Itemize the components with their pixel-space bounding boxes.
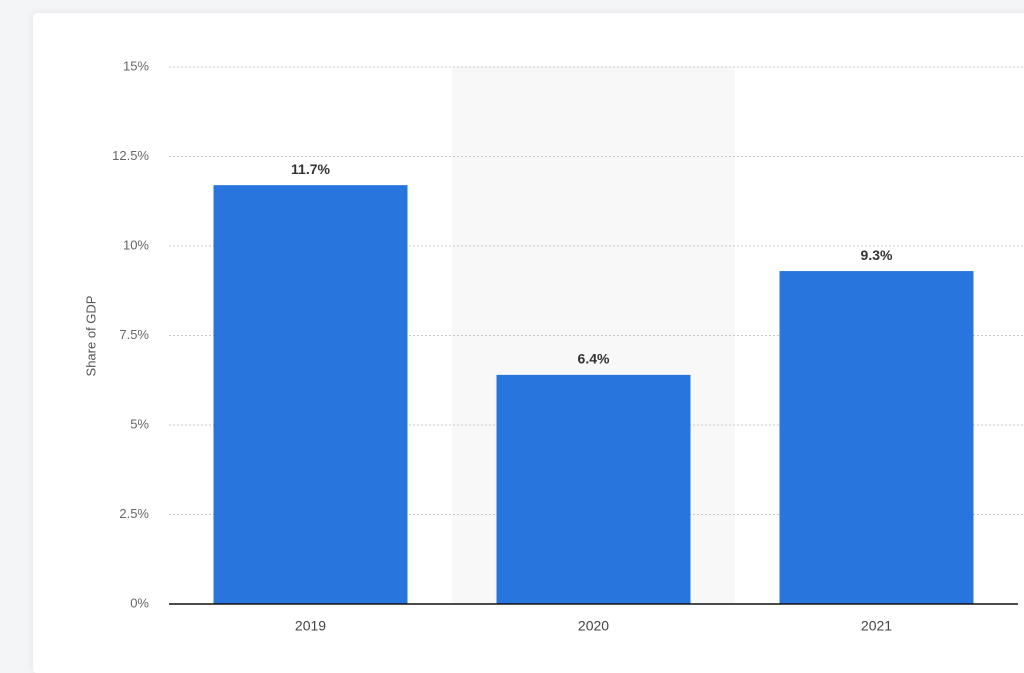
y-axis-title: Share of GDP	[83, 296, 98, 377]
bar	[213, 185, 408, 604]
page: Share of GDP 0% 2.5% 5% 7.5% 10% 12.5% 15% 2019…	[33, 13, 1024, 673]
value-label: 9.3%	[861, 247, 893, 263]
value-label: 6.4%	[578, 351, 610, 367]
x-tick-label: 2020	[578, 618, 609, 634]
x-tick-label: 2021	[861, 618, 892, 634]
y-tick-label: 2.5%	[119, 506, 149, 521]
x-tick-label: 2019	[295, 618, 326, 634]
y-tick-label: 12.5%	[112, 148, 149, 163]
chart: Share of GDP 0% 2.5% 5% 7.5% 10% 12.5% 15% 2019…	[83, 58, 1024, 634]
y-tick-label: 7.5%	[119, 327, 149, 342]
y-tick-label: 0%	[130, 595, 149, 610]
value-label: 11.7%	[291, 161, 330, 177]
bar	[779, 271, 974, 604]
bar	[496, 374, 691, 604]
y-tick-label: 15%	[123, 58, 149, 73]
y-tick-label: 10%	[123, 237, 149, 252]
y-tick-label: 5%	[130, 416, 149, 431]
